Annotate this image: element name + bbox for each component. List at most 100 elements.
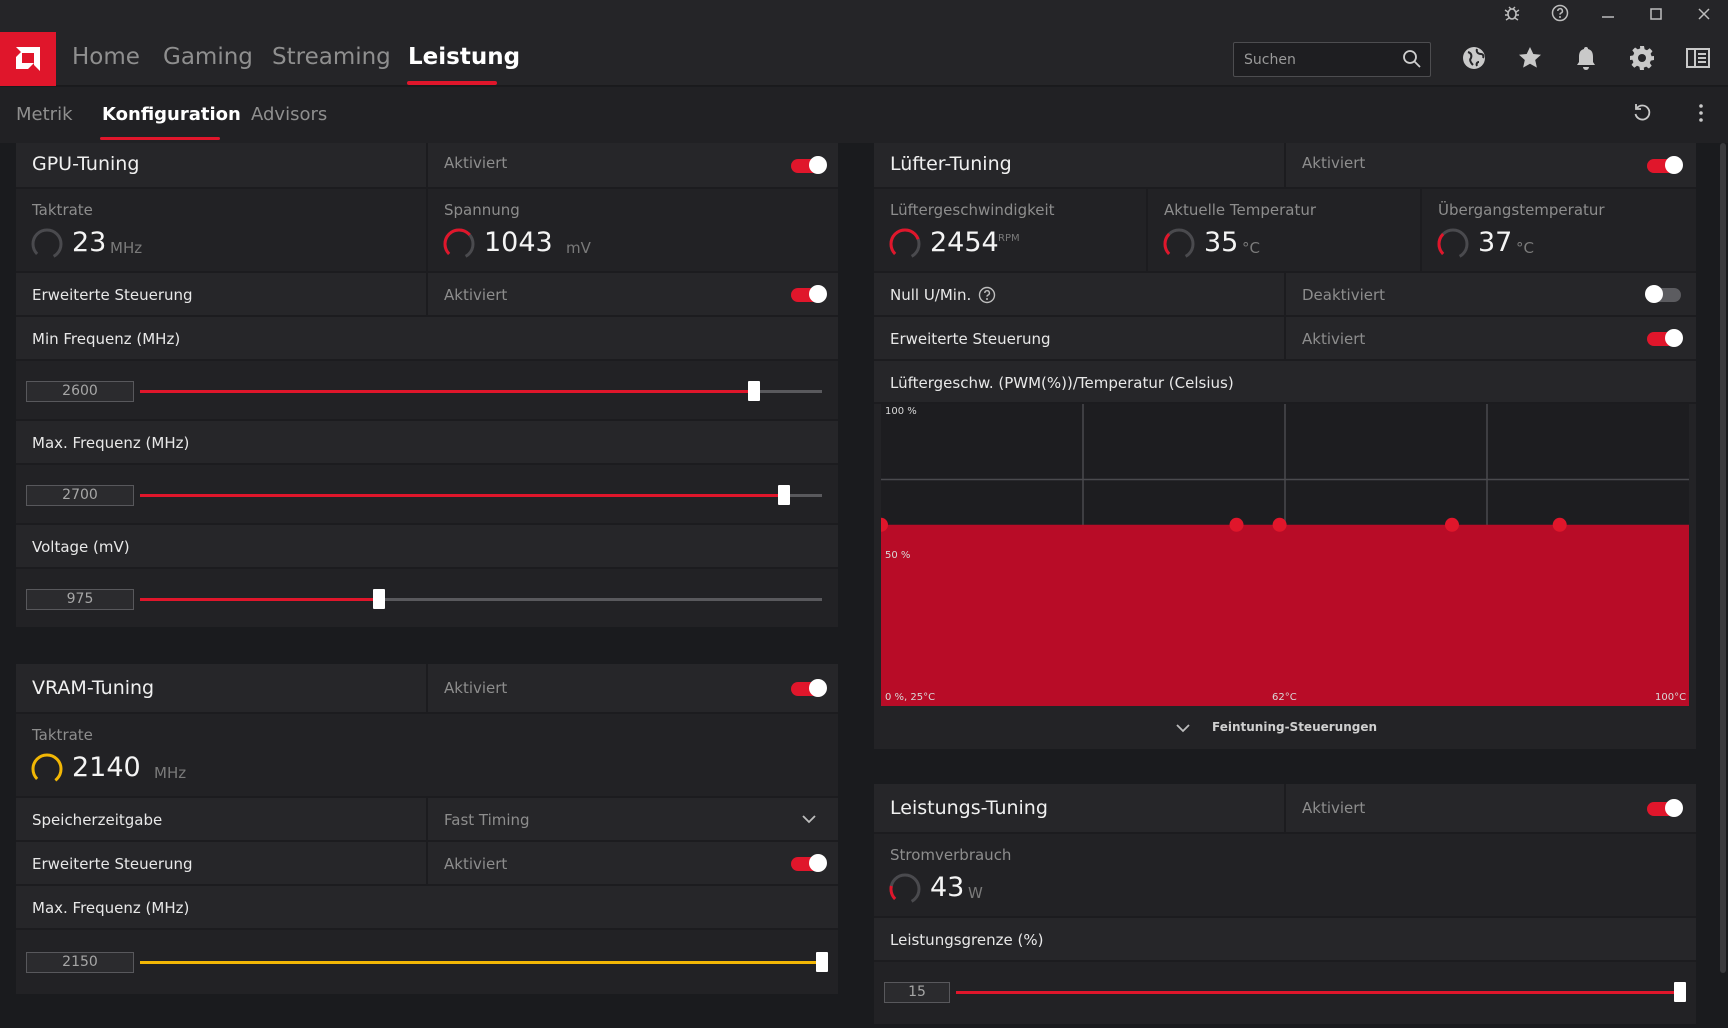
vram-clock-gauge-icon	[31, 753, 63, 785]
fan-speed-label: Lüftergeschwindigkeit	[890, 201, 1055, 219]
globe-icon[interactable]	[1460, 44, 1492, 76]
help-circle-icon[interactable]	[978, 286, 996, 304]
power-limit-input[interactable]: 15	[884, 982, 950, 1003]
vram-max-freq-label-row: Max. Frequenz (MHz)	[16, 886, 838, 930]
max-freq-input[interactable]: 2700	[26, 485, 134, 506]
junction-temp-label: Übergangstemperatur	[1438, 201, 1605, 219]
clock-label: Taktrate	[32, 201, 93, 219]
chevron-down-icon[interactable]	[1176, 723, 1190, 733]
scrollbar[interactable]	[1720, 143, 1726, 973]
gear-icon[interactable]	[1628, 44, 1660, 76]
tab-leistung[interactable]: Leistung	[408, 44, 521, 70]
current-temp-label: Aktuelle Temperatur	[1164, 201, 1317, 219]
fan-curve-svg[interactable]	[881, 404, 1689, 706]
min-freq-input[interactable]: 2600	[26, 381, 134, 402]
fan-speed-unit: RPM	[998, 233, 1020, 244]
bug-icon[interactable]	[1496, 4, 1528, 28]
memory-timing-select[interactable]: Fast Timing	[444, 811, 530, 829]
power-limit-slider-row: 15	[874, 962, 1696, 1024]
power-limit-slider-thumb[interactable]	[1674, 982, 1686, 1002]
fan-curve-point-3[interactable]	[1272, 517, 1287, 532]
min-freq-slider[interactable]	[140, 381, 822, 401]
fan-tuning-status: Aktiviert	[1302, 154, 1366, 172]
star-icon[interactable]	[1516, 44, 1548, 76]
gpu-tuning-title: GPU-Tuning	[32, 153, 140, 175]
memory-timing-row: Speicherzeitgabe Fast Timing	[16, 798, 838, 842]
voltage-value: 1043	[484, 227, 553, 258]
fan-curve-point-4[interactable]	[1444, 517, 1459, 532]
power-draw-unit: W	[968, 884, 983, 902]
gpu-tuning-panel: GPU-Tuning Aktiviert Taktrate 23 MHz Spa…	[16, 143, 838, 627]
gpu-advanced-toggle[interactable]	[791, 285, 827, 303]
fan-curve-chart[interactable]: 100 % 50 % 0 %, 25°C 62°C 100°C	[881, 404, 1689, 706]
tab-home[interactable]: Home	[72, 44, 140, 70]
min-freq-label-row: Min Frequenz (MHz)	[16, 317, 838, 361]
junction-temp-unit: °C	[1516, 239, 1534, 257]
vram-tuning-header: VRAM-Tuning Aktiviert	[16, 664, 838, 714]
vram-advanced-toggle[interactable]	[791, 854, 827, 872]
search-input[interactable]	[1244, 49, 1394, 71]
y-top-label: 100 %	[885, 406, 917, 417]
vram-metrics-row: Taktrate 2140 MHz	[16, 714, 838, 798]
tab-gaming[interactable]: Gaming	[163, 44, 253, 70]
min-freq-slider-thumb[interactable]	[747, 381, 760, 401]
more-options-icon[interactable]	[1690, 102, 1714, 126]
vram-advanced-status: Aktiviert	[444, 855, 508, 873]
min-freq-slider-row: 2600	[16, 361, 838, 421]
memory-timing-label: Speicherzeitgabe	[32, 811, 163, 829]
voltage-input[interactable]: 975	[26, 589, 134, 610]
sidebar-panel-icon[interactable]	[1684, 44, 1716, 76]
zero-rpm-label: Null U/Min.	[890, 286, 972, 304]
power-tuning-toggle[interactable]	[1647, 799, 1683, 817]
power-limit-label: Leistungsgrenze (%)	[890, 931, 1044, 949]
subtab-konfiguration[interactable]: Konfiguration	[102, 104, 241, 125]
tab-streaming[interactable]: Streaming	[272, 44, 391, 70]
fan-tuning-toggle[interactable]	[1647, 156, 1683, 174]
maximize-icon[interactable]	[1640, 4, 1672, 28]
active-tab-indicator	[407, 81, 497, 85]
search-icon[interactable]	[1402, 49, 1422, 73]
voltage-slider-thumb[interactable]	[372, 589, 385, 609]
help-icon[interactable]	[1544, 4, 1576, 28]
bell-icon[interactable]	[1572, 44, 1604, 76]
fan-metrics-row: Lüftergeschwindigkeit 2454 RPM Aktuelle …	[874, 189, 1696, 273]
vram-max-freq-slider-thumb[interactable]	[816, 952, 828, 972]
vram-max-freq-input[interactable]: 2150	[26, 952, 134, 973]
close-icon[interactable]	[1688, 4, 1720, 28]
subtab-metrik[interactable]: Metrik	[16, 104, 73, 125]
y-mid-label: 50 %	[885, 550, 911, 561]
clock-gauge-icon	[31, 228, 63, 260]
vram-clock-label: Taktrate	[32, 726, 93, 744]
finetune-label[interactable]: Feintuning-Steuerungen	[1212, 720, 1378, 734]
power-limit-label-row: Leistungsgrenze (%)	[874, 918, 1696, 962]
fan-tuning-header: Lüfter-Tuning Aktiviert	[874, 143, 1696, 189]
gpu-tuning-toggle[interactable]	[791, 156, 827, 174]
fan-curve-point-5[interactable]	[1552, 517, 1567, 532]
vram-max-freq-slider[interactable]	[140, 952, 828, 972]
reset-icon[interactable]	[1632, 102, 1656, 126]
amd-logo-icon[interactable]	[0, 32, 56, 86]
zero-rpm-toggle[interactable]	[1645, 285, 1681, 303]
chevron-down-icon[interactable]	[802, 814, 816, 824]
max-freq-slider-thumb[interactable]	[778, 485, 791, 505]
vram-tuning-toggle[interactable]	[791, 679, 827, 697]
fan-curve-point-2[interactable]	[1229, 517, 1244, 532]
fan-advanced-toggle[interactable]	[1647, 329, 1683, 347]
power-draw-gauge-icon	[889, 873, 921, 905]
active-subtab-indicator	[100, 137, 220, 140]
max-freq-slider[interactable]	[140, 485, 822, 505]
finetune-toggle[interactable]: Feintuning-Steuerungen	[874, 708, 1696, 748]
current-temp-unit: °C	[1242, 239, 1260, 257]
vram-tuning-panel: VRAM-Tuning Aktiviert Taktrate 2140 MHz …	[16, 664, 838, 994]
voltage-slider[interactable]	[140, 589, 822, 609]
minimize-icon[interactable]	[1592, 4, 1624, 28]
main-nav: Home Gaming Streaming Leistung	[0, 32, 1728, 86]
vram-clock-unit: MHz	[154, 764, 187, 782]
power-limit-slider[interactable]	[956, 982, 1686, 1002]
search-box[interactable]	[1233, 42, 1431, 77]
clock-value: 23	[72, 227, 107, 258]
subtab-advisors[interactable]: Advisors	[251, 104, 328, 125]
fan-speed-value: 2454	[930, 227, 999, 258]
vram-clock-value: 2140	[72, 752, 141, 783]
fan-curve-point-1[interactable]	[881, 517, 888, 532]
